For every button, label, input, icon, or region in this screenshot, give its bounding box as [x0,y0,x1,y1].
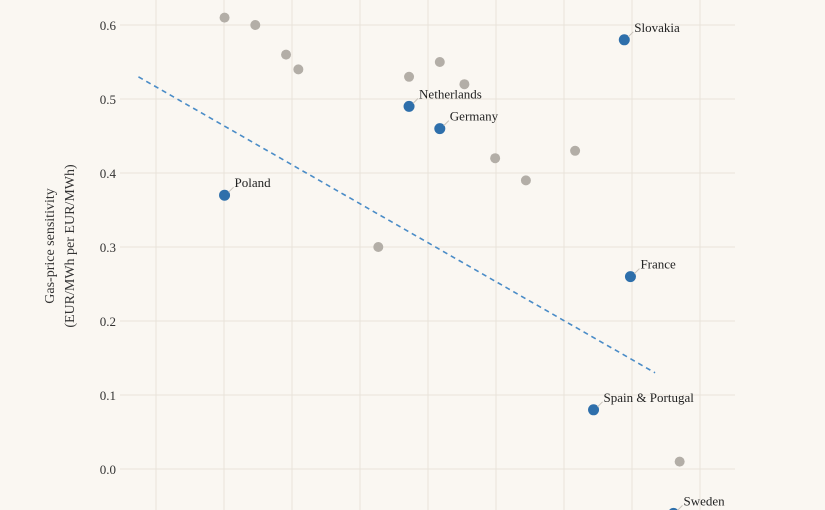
label-leader [597,401,603,408]
point-label-spain-portugal: Spain & Portugal [604,390,695,405]
y-tick-label: 0.3 [100,240,116,255]
y-axis-label-line1: Gas-price sensitivity [43,188,58,303]
point-france [624,271,636,283]
label-leader [677,505,683,510]
other-point [459,79,470,90]
y-tick-label: 0.5 [100,92,116,107]
point-label-germany: Germany [450,109,499,124]
other-point [434,57,445,67]
point-poland [219,189,231,201]
label-leader [627,31,634,38]
point-spain-portugal [588,404,600,416]
point-label-netherlands: Netherlands [419,86,482,101]
highlighted-points: Slovakia Netherlands Germany Poland France Sp… [219,20,725,510]
other-point [520,175,531,186]
other-point [404,71,415,82]
other-points [219,12,685,467]
other-point [490,153,501,164]
y-tick-label: 0.1 [100,388,116,403]
y-axis-label-line2: (EUR/MWh per EUR/MWh) [63,164,78,328]
trendline [138,76,656,374]
gridlines [120,0,735,510]
other-point [281,49,292,60]
y-tick-label: 0.4 [100,166,117,181]
point-germany [434,123,446,135]
point-sweden [669,507,678,510]
other-point [674,456,685,467]
point-label-slovakia: Slovakia [634,20,680,35]
point-netherlands [403,100,415,112]
other-point [293,64,304,75]
other-point [219,12,230,23]
other-point [570,145,581,156]
y-tick-label: 0.6 [100,18,117,33]
point-label-poland: Poland [235,175,272,190]
trendline-group [138,76,656,374]
y-tick-label: 0.2 [100,314,116,329]
point-label-sweden: Sweden [684,493,726,508]
label-leader [228,186,234,193]
y-tick-label: 0.0 [100,462,116,477]
label-leader [443,120,450,126]
point-label-france: France [640,257,676,272]
y-axis-ticks: 0.6 0.5 0.4 0.3 0.2 0.1 0.0 [100,18,117,477]
point-slovakia [618,34,630,46]
other-point [250,20,261,30]
label-leader [634,268,640,274]
label-leader [412,98,419,104]
other-point [373,242,384,252]
